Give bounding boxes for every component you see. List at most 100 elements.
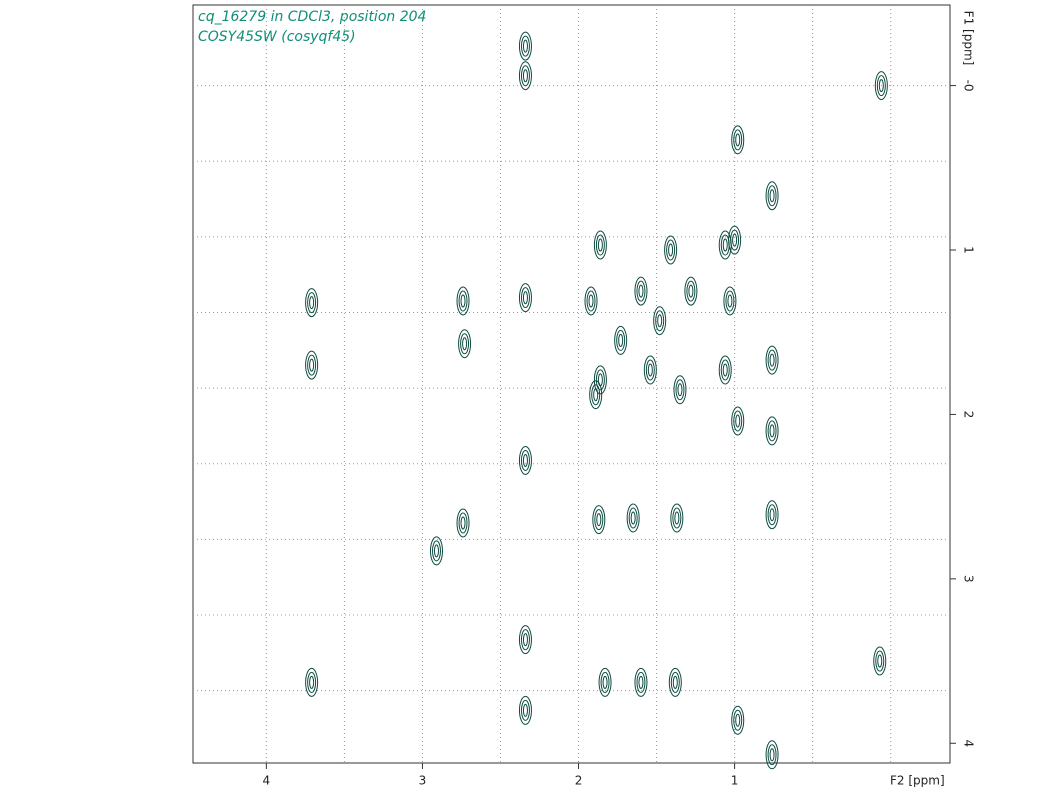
- peak-contour: [677, 383, 683, 397]
- peak-contour: [647, 363, 653, 377]
- peak-contour: [686, 280, 696, 302]
- x-tick-label: 1: [731, 774, 739, 788]
- y-tick-label: -0: [962, 80, 976, 92]
- y-tick-label: 4: [962, 739, 976, 747]
- peak-contour: [589, 380, 603, 410]
- peak-contour: [765, 181, 779, 211]
- peak-contour: [653, 306, 667, 336]
- peak-contour: [307, 354, 317, 376]
- peak-contour: [518, 61, 532, 91]
- chart-title: cq_16279 in CDCl3, position 204: [198, 9, 426, 25]
- peak-contour: [602, 675, 608, 689]
- peak-contour: [675, 379, 685, 401]
- peak-contour: [628, 507, 638, 529]
- peak-contour: [456, 508, 470, 538]
- peak-contour: [520, 449, 530, 471]
- peak-contour: [520, 65, 530, 87]
- peak-contour: [674, 511, 680, 525]
- peak-contour: [769, 353, 775, 367]
- peak-contour: [767, 185, 777, 207]
- peak-contour: [593, 388, 599, 402]
- peak-contour: [429, 536, 443, 566]
- peak-contour: [591, 384, 601, 406]
- peak-contour: [877, 654, 883, 668]
- peak-contour: [522, 69, 528, 83]
- y-axis-label: F1 [ppm]: [962, 11, 976, 66]
- peak-contour: [522, 703, 528, 717]
- peak-contour: [592, 505, 606, 535]
- peak-contour: [765, 345, 779, 375]
- peak-contour: [874, 71, 888, 101]
- peak-contour: [732, 233, 738, 247]
- peak-contour: [668, 667, 682, 697]
- peak-contour: [630, 511, 636, 525]
- peak-contour: [518, 695, 532, 725]
- peak-contour: [593, 365, 607, 395]
- peak-contour: [522, 453, 528, 467]
- peak-contour: [733, 410, 743, 432]
- peak-contour: [731, 125, 745, 155]
- peak-contour: [666, 239, 676, 261]
- peak-contour: [309, 675, 315, 689]
- peak-contour: [765, 500, 779, 530]
- peak-contour: [584, 286, 598, 316]
- peak-contour: [731, 705, 745, 735]
- peak-contour: [718, 355, 732, 385]
- peak-contour: [614, 325, 628, 355]
- peak-contour: [588, 294, 594, 308]
- peak-contour: [634, 667, 648, 697]
- peak-contour: [309, 358, 315, 372]
- peak-contour: [672, 507, 682, 529]
- x-tick-label: 4: [263, 774, 271, 788]
- peak-contour: [873, 646, 887, 676]
- peak-contour: [597, 373, 603, 387]
- peak-contour: [638, 675, 644, 689]
- peak-contour: [723, 286, 737, 316]
- peak-contour: [720, 359, 730, 381]
- peak-contour: [522, 633, 528, 647]
- chart-subtitle: COSY45SW (cosyqf45): [198, 29, 356, 45]
- peak-contour: [684, 276, 698, 306]
- peak-contour: [767, 744, 777, 766]
- plot-frame: [192, 4, 951, 764]
- peak-contour: [433, 544, 439, 558]
- peak-contour: [767, 349, 777, 371]
- peak-contour: [593, 230, 607, 260]
- peak-contour: [725, 290, 735, 312]
- peak-contour: [460, 333, 470, 355]
- peak-contour: [769, 189, 775, 203]
- peak-contour: [670, 503, 684, 533]
- x-tick-label: 3: [419, 774, 427, 788]
- peak-contour: [522, 291, 528, 305]
- peak-contour: [636, 280, 646, 302]
- peak-contour: [673, 375, 687, 405]
- peak-contour: [765, 740, 779, 770]
- peak-contour: [522, 39, 528, 53]
- peak-contour: [626, 503, 640, 533]
- peak-contour: [769, 748, 775, 762]
- peak-contour: [727, 294, 733, 308]
- peak-contour: [595, 369, 605, 391]
- peak-contour: [594, 509, 604, 531]
- peak-contour: [309, 296, 315, 310]
- peak-contour: [645, 359, 655, 381]
- peak-contour: [598, 667, 612, 697]
- peak-contour: [720, 234, 730, 256]
- peak-contour: [735, 133, 741, 147]
- peak-contour: [307, 292, 317, 314]
- peak-contour: [735, 713, 741, 727]
- peak-contour: [634, 276, 648, 306]
- peak-contour: [586, 290, 596, 312]
- peak-contour: [672, 675, 678, 689]
- peak-contour: [878, 79, 884, 93]
- peak-contour: [595, 234, 605, 256]
- peak-contour: [718, 230, 732, 260]
- peak-contour: [520, 629, 530, 651]
- peak-contour: [876, 75, 886, 97]
- x-tick-label: 2: [575, 774, 583, 788]
- peak-contour: [596, 513, 602, 527]
- peak-contour: [636, 671, 646, 693]
- peak-contour: [638, 284, 644, 298]
- peak-contour: [875, 650, 885, 672]
